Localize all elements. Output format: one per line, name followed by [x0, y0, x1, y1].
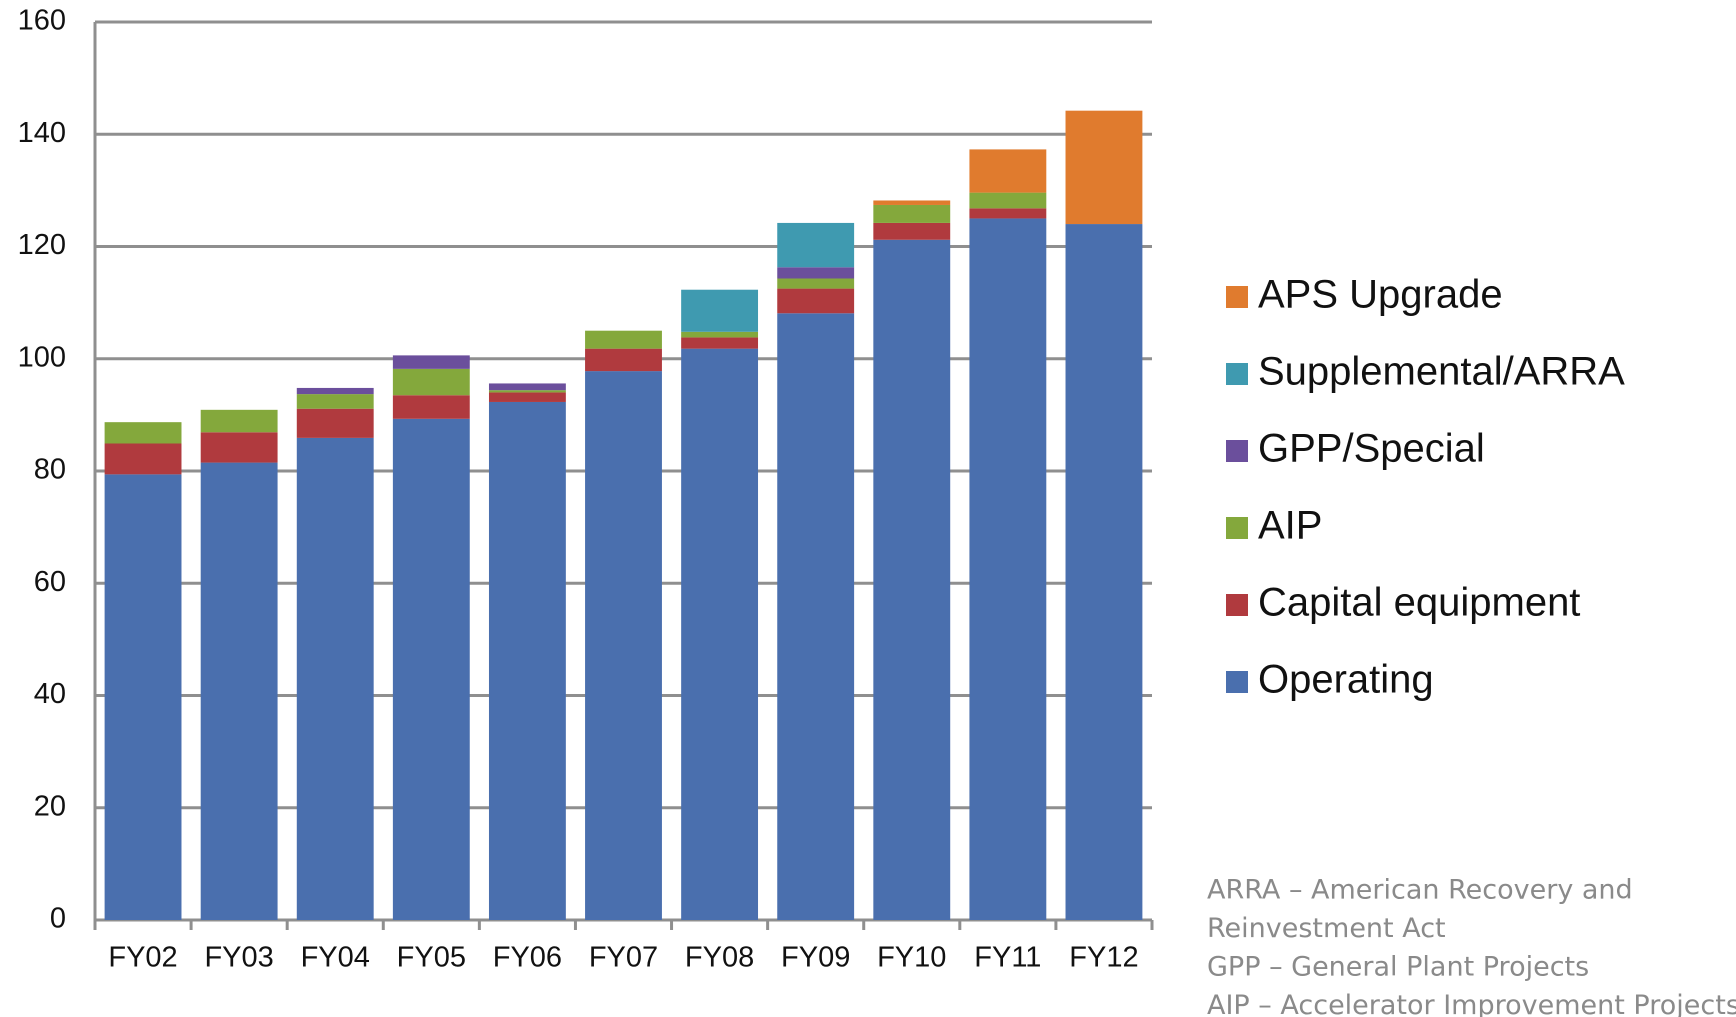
x-tick-label: FY04 — [301, 942, 370, 974]
note: ARRA – American Recovery and — [1207, 875, 1633, 906]
legend-label: Operating — [1258, 658, 1434, 702]
x-tick-label: FY11 — [974, 942, 1041, 974]
legend-label: Supplemental/ARRA — [1258, 350, 1625, 394]
bar-segment — [296, 408, 374, 438]
y-tick-label: 120 — [18, 229, 66, 261]
legend-swatch — [1226, 671, 1248, 693]
legend-label: APS Upgrade — [1258, 273, 1503, 317]
bar-segment — [488, 401, 566, 920]
bar-segment — [104, 422, 182, 444]
bar-segment — [200, 462, 278, 920]
bar-segment — [104, 443, 182, 475]
y-tick-label: 0 — [50, 903, 66, 935]
bar-segment — [969, 192, 1047, 209]
bar-segment — [585, 348, 662, 372]
bar-segment — [585, 371, 662, 920]
bar-segment — [873, 204, 951, 223]
x-tick-label: FY02 — [108, 942, 177, 974]
legend-swatch — [1226, 517, 1248, 539]
bar-segment — [681, 348, 759, 921]
bar-segment — [296, 437, 374, 920]
y-tick-label: 140 — [18, 117, 66, 149]
y-tick-label: 20 — [34, 790, 66, 822]
note: AIP – Accelerator Improvement Projects — [1207, 990, 1736, 1017]
x-tick-label: FY09 — [781, 942, 850, 974]
note: Reinvestment Act — [1207, 913, 1446, 944]
bar-segment — [681, 289, 759, 332]
bar-segment — [969, 218, 1047, 920]
legend-swatch — [1226, 440, 1248, 462]
x-tick-label: FY12 — [1069, 942, 1138, 974]
bar-segment — [777, 278, 855, 289]
bar-segment — [1065, 224, 1143, 921]
y-tick-label: 160 — [18, 5, 66, 37]
bar-segment — [104, 474, 182, 920]
y-tick-label: 80 — [34, 454, 66, 486]
y-tick-label: 100 — [18, 341, 66, 373]
bar-segment — [969, 149, 1047, 193]
bar-segment — [488, 383, 566, 391]
bar-segment — [777, 222, 855, 268]
bar-segment — [777, 288, 855, 314]
bar-segment — [392, 355, 470, 369]
legend-swatch — [1226, 594, 1248, 616]
bar-segment — [392, 395, 470, 419]
bar-segment — [200, 432, 278, 463]
bar-segment — [681, 337, 759, 349]
legend-swatch — [1226, 363, 1248, 385]
x-tick-label: FY06 — [493, 942, 562, 974]
bar-segment — [296, 387, 374, 395]
bar-segment — [200, 409, 278, 433]
x-tick-label: FY08 — [685, 942, 754, 974]
bar-segment — [1065, 110, 1143, 225]
bar-segment — [681, 331, 759, 338]
legend-label: AIP — [1258, 504, 1322, 548]
bar-segment — [392, 418, 470, 920]
bar-segment — [777, 267, 855, 279]
bar-segment — [585, 330, 662, 349]
bar-segment — [296, 394, 374, 409]
legend-label: Capital equipment — [1258, 581, 1580, 625]
bar-segment — [873, 200, 951, 205]
y-tick-label: 40 — [34, 678, 66, 710]
bar-segment — [392, 368, 470, 396]
x-tick-label: FY05 — [397, 942, 466, 974]
bar-segment — [873, 239, 951, 920]
note: GPP – General Plant Projects — [1207, 952, 1589, 983]
bar-segment — [777, 313, 855, 920]
y-tick-label: 60 — [34, 566, 66, 598]
x-tick-label: FY10 — [877, 942, 946, 974]
legend-swatch — [1226, 286, 1248, 308]
bar-segment — [488, 392, 566, 402]
bar-segment — [873, 222, 951, 240]
bar-segment — [488, 390, 566, 393]
bar-segment — [969, 208, 1047, 219]
legend-label: GPP/Special — [1258, 427, 1485, 471]
x-tick-label: FY03 — [204, 942, 273, 974]
x-tick-label: FY07 — [589, 942, 658, 974]
